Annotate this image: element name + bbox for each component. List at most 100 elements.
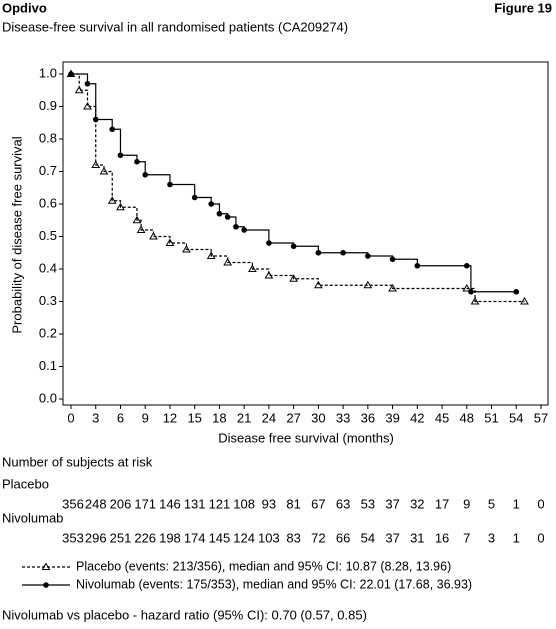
censor-mark [315, 249, 322, 256]
x-tick-label: 21 [237, 410, 251, 425]
risk-count: 353 [62, 530, 84, 545]
legend-label: Nivolumab (events: 175/353), median and … [76, 577, 472, 591]
legend-marker [41, 562, 51, 570]
censor-mark [389, 256, 396, 263]
risk-count: 251 [110, 530, 132, 545]
censor-mark [142, 171, 149, 178]
x-tick-label: 57 [534, 410, 548, 425]
risk-count: 226 [134, 530, 156, 545]
y-tick-label: 0.9 [39, 98, 57, 113]
x-tick-label: 48 [460, 410, 474, 425]
survival-curve [71, 73, 525, 303]
censor-mark [520, 297, 529, 305]
risk-count: 171 [134, 496, 156, 511]
x-tick-label: 42 [410, 410, 424, 425]
y-tick-label: 1.0 [39, 65, 57, 80]
censor-mark [91, 160, 101, 168]
page-title: Opdivo [2, 0, 47, 15]
risk-count: 93 [262, 496, 276, 511]
risk-count: 174 [184, 530, 206, 545]
censor-mark [241, 227, 247, 233]
censor-mark [116, 202, 125, 211]
survival-curve [71, 73, 517, 293]
censor-mark [109, 126, 116, 133]
risk-row-label: Nivolumab [2, 510, 63, 525]
x-tick-label: 39 [385, 410, 399, 425]
censor-mark [83, 102, 92, 110]
x-tick-label: 36 [361, 410, 375, 425]
censor-mark [68, 71, 74, 77]
censor-mark [84, 80, 91, 87]
risk-count: 81 [286, 496, 300, 511]
y-tick-label: 0.1 [39, 358, 57, 373]
censor-mark [223, 258, 233, 266]
risk-count: 5 [488, 496, 495, 511]
censor-mark [224, 214, 231, 220]
x-tick-label: 30 [311, 410, 325, 425]
x-axis-label: Disease free survival (months) [218, 430, 394, 445]
censor-mark [165, 238, 175, 246]
censor-mark [233, 223, 239, 230]
censor-mark [264, 271, 274, 279]
y-tick-label: 0.4 [39, 260, 57, 275]
risk-count: 0 [537, 496, 544, 511]
censor-mark [117, 152, 124, 159]
censor-mark [107, 196, 117, 204]
figure-label: Figure 19 [494, 0, 552, 15]
y-tick-label: 0.8 [39, 130, 57, 145]
footnote: Nivolumab vs placebo - hazard ratio (95%… [2, 607, 367, 622]
x-tick-label: 3 [92, 410, 99, 425]
risk-count: 146 [159, 496, 181, 511]
censor-mark [92, 116, 99, 123]
censor-mark [167, 181, 173, 188]
risk-count: 108 [233, 496, 255, 511]
censor-mark [74, 85, 84, 94]
x-tick-label: 18 [212, 410, 226, 425]
censor-mark [463, 262, 470, 269]
censor-mark [363, 280, 373, 289]
x-tick-label: 54 [509, 410, 523, 425]
risk-count: 32 [410, 496, 424, 511]
censor-mark [191, 194, 198, 201]
risk-count: 296 [85, 530, 107, 545]
censor-mark [513, 288, 520, 295]
risk-count: 63 [336, 496, 350, 511]
censor-mark [340, 249, 346, 256]
risk-count: 53 [361, 496, 375, 511]
subtitle: Disease-free survival in all randomised … [2, 19, 348, 34]
censor-mark [149, 232, 158, 240]
censor-mark [462, 284, 472, 292]
risk-count: 103 [258, 530, 280, 545]
censor-mark [470, 297, 480, 305]
risk-count: 3 [488, 530, 495, 545]
y-tick-label: 0.2 [39, 325, 57, 340]
risk-count: 7 [463, 530, 470, 545]
risk-count: 37 [385, 496, 399, 511]
censor-mark [216, 210, 223, 217]
x-tick-label: 9 [142, 410, 149, 425]
plot-frame [62, 61, 549, 406]
risk-count: 16 [435, 530, 449, 545]
x-tick-label: 24 [262, 410, 276, 425]
risk-count: 131 [184, 496, 206, 511]
censor-mark [365, 253, 371, 259]
y-tick-label: 0.5 [39, 228, 57, 243]
censor-mark [208, 201, 214, 207]
y-tick-label: 0.7 [39, 163, 57, 178]
risk-count: 121 [209, 496, 231, 511]
x-tick-label: 33 [336, 410, 350, 425]
censor-mark [290, 243, 297, 250]
x-tick-label: 0 [67, 410, 74, 425]
censor-mark [414, 262, 421, 269]
censor-mark [132, 215, 142, 224]
y-axis-label: Probability of disease free survival [9, 136, 24, 333]
y-tick-label: 0.6 [39, 195, 57, 210]
risk-count: 1 [513, 530, 520, 545]
censor-mark [206, 251, 216, 259]
censor-mark [266, 240, 272, 246]
censor-mark [289, 274, 299, 282]
x-tick-label: 45 [435, 410, 449, 425]
risk-count: 356 [62, 496, 84, 511]
risk-count: 145 [209, 530, 231, 545]
